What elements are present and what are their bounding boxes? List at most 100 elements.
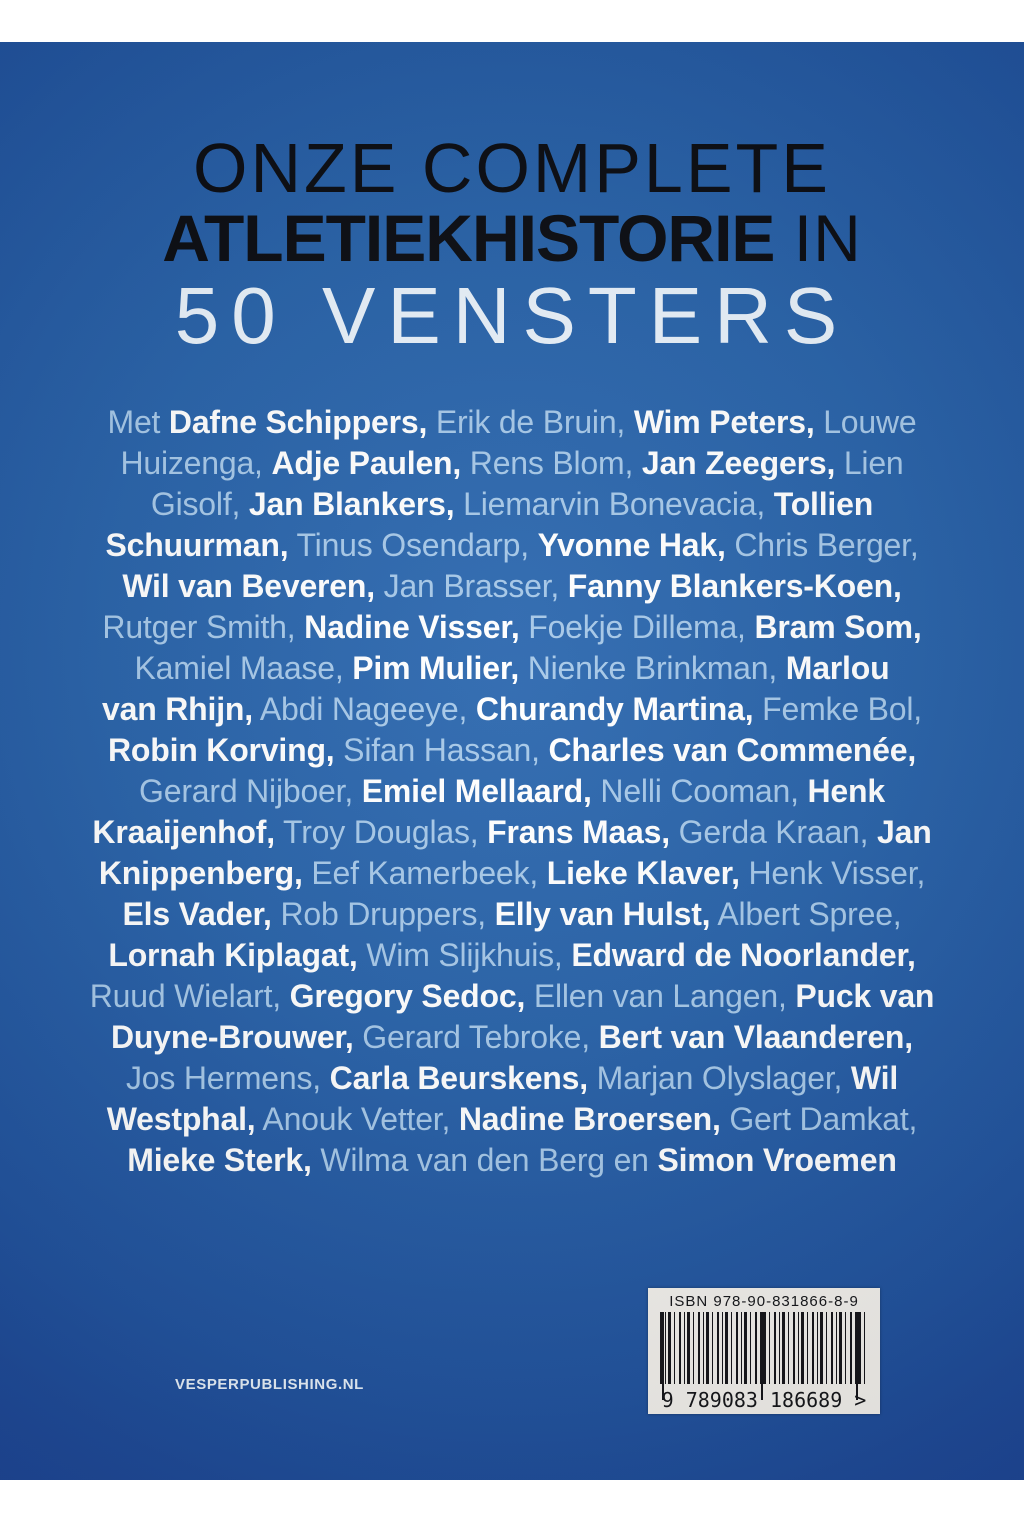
- athlete-name: Wilma van den Berg en: [311, 1142, 658, 1178]
- athlete-name: Rutger Smith,: [102, 609, 305, 645]
- athlete-name: Marjan Olyslager,: [587, 1060, 851, 1096]
- athlete-name-featured: Carla Beurskens,: [329, 1060, 588, 1096]
- athlete-name: Gert Damkat,: [720, 1101, 918, 1137]
- blue-cover-background: ONZE COMPLETE ATLETIEKHISTORIE IN 50 VEN…: [0, 42, 1024, 1480]
- barcode-guard-middle: [761, 1312, 763, 1400]
- athlete-name: Jos Hermens,: [125, 1060, 330, 1096]
- athlete-names-line: Gerard Nijboer, Emiel Mellaard, Nelli Co…: [0, 771, 1024, 812]
- athlete-name-featured: Jan Zeegers,: [641, 445, 836, 481]
- athlete-name-featured: Jan Blankers,: [248, 486, 455, 522]
- athlete-name: Albert Spree,: [710, 896, 902, 932]
- athlete-names-line: Els Vader, Rob Druppers, Elly van Hulst,…: [0, 894, 1024, 935]
- athlete-name: Jan Brasser,: [374, 568, 568, 604]
- athlete-name-featured: Pim Mulier,: [352, 650, 520, 686]
- athlete-names-line: Gisolf, Jan Blankers, Liemarvin Bonevaci…: [0, 484, 1024, 525]
- athlete-name-featured: Yvonne Hak,: [537, 527, 726, 563]
- athlete-name: Troy Douglas,: [274, 814, 488, 850]
- athlete-name: Femke Bol,: [753, 691, 922, 727]
- athlete-names-line: van Rhijn, Abdi Nageeye, Churandy Martin…: [0, 689, 1024, 730]
- isbn-barcode: ISBN 978-90-831866-8-9 9 789083 186689 >: [648, 1288, 880, 1414]
- athlete-name-featured: Schuurman,: [105, 527, 289, 563]
- athlete-name-featured: Wil: [850, 1060, 899, 1096]
- title-line-2: ATLETIEKHISTORIE IN: [0, 200, 1024, 276]
- athlete-names-line: Mieke Sterk, Wilma van den Berg en Simon…: [0, 1140, 1024, 1181]
- athlete-name-featured: Frans Maas,: [487, 814, 670, 850]
- athlete-name-featured: Dafne Schippers,: [168, 404, 428, 440]
- athlete-name-featured: Duyne-Brouwer,: [111, 1019, 354, 1055]
- athlete-names-line: Knippenberg, Eef Kamerbeek, Lieke Klaver…: [0, 853, 1024, 894]
- athlete-name-featured: Robin Korving,: [107, 732, 335, 768]
- athlete-names-line: Jos Hermens, Carla Beurskens, Marjan Oly…: [0, 1058, 1024, 1099]
- athlete-name-featured: Nadine Broersen,: [458, 1101, 721, 1137]
- athlete-names-line: Lornah Kiplagat, Wim Slijkhuis, Edward d…: [0, 935, 1024, 976]
- title-line-2-suffix: IN: [774, 201, 862, 275]
- athlete-name: Henk Visser,: [739, 855, 926, 891]
- athlete-name-featured: Els Vader,: [122, 896, 272, 932]
- athlete-name-featured: Emiel Mellaard,: [361, 773, 592, 809]
- barcode-guard-left: [662, 1312, 664, 1400]
- publisher-url: VESPERPUBLISHING.NL: [175, 1376, 364, 1393]
- athlete-name-featured: Edward de Noorlander,: [571, 937, 916, 973]
- athlete-names-line: Duyne-Brouwer, Gerard Tebroke, Bert van …: [0, 1017, 1024, 1058]
- athlete-name-featured: Bert van Vlaanderen,: [598, 1019, 914, 1055]
- athlete-name: Met: [107, 404, 169, 440]
- athlete-name: Wim Slijkhuis,: [357, 937, 572, 973]
- athlete-name-featured: Mieke Sterk,: [127, 1142, 312, 1178]
- athlete-name: Ruud Wielart,: [89, 978, 290, 1014]
- athlete-name-featured: Jan: [877, 814, 932, 850]
- title-line-2-bold: ATLETIEKHISTORIE: [162, 201, 775, 275]
- athlete-name-featured: Churandy Martina,: [475, 691, 754, 727]
- athlete-name: Rob Druppers,: [271, 896, 495, 932]
- athlete-name: Liemarvin Bonevacia,: [454, 486, 774, 522]
- athlete-name: Anouk Vetter,: [255, 1101, 459, 1137]
- athlete-name-featured: Lieke Klaver,: [546, 855, 740, 891]
- athlete-name-featured: Simon Vroemen: [657, 1142, 897, 1178]
- athlete-name: Kamiel Maase,: [134, 650, 353, 686]
- athlete-name: Eef Kamerbeek,: [302, 855, 547, 891]
- athlete-name-featured: Fanny Blankers-Koen,: [567, 568, 902, 604]
- athlete-names-line: Kamiel Maase, Pim Mulier, Nienke Brinkma…: [0, 648, 1024, 689]
- athlete-names-line: Ruud Wielart, Gregory Sedoc, Ellen van L…: [0, 976, 1024, 1017]
- athlete-name: Gerard Tebroke,: [353, 1019, 599, 1055]
- athlete-name: Ellen van Langen,: [525, 978, 796, 1014]
- athlete-names-line: Rutger Smith, Nadine Visser, Foekje Dill…: [0, 607, 1024, 648]
- athlete-names-line: Schuurman, Tinus Osendarp, Yvonne Hak, C…: [0, 525, 1024, 566]
- athlete-name-featured: Charles van Commenée,: [548, 732, 917, 768]
- barcode-number: 9 789083 186689 >: [661, 1388, 867, 1412]
- athlete-name: Foekje Dillema,: [519, 609, 755, 645]
- athlete-name-featured: Westphal,: [106, 1101, 256, 1137]
- athlete-name-featured: Wim Peters,: [633, 404, 815, 440]
- athlete-name: Nelli Cooman,: [591, 773, 808, 809]
- athlete-name-featured: Tollien: [773, 486, 874, 522]
- athlete-name-featured: Nadine Visser,: [304, 609, 520, 645]
- athlete-name: Gerda Kraan,: [669, 814, 878, 850]
- athlete-names-line: Wil van Beveren, Jan Brasser, Fanny Blan…: [0, 566, 1024, 607]
- athlete-name-featured: Bram Som,: [754, 609, 922, 645]
- athlete-name: Lien: [835, 445, 904, 481]
- athlete-name: Abdi Nageeye,: [252, 691, 476, 727]
- barcode-bars: [660, 1312, 868, 1384]
- athlete-names: Met Dafne Schippers, Erik de Bruin, Wim …: [0, 402, 1024, 1181]
- athlete-name: Tinus Osendarp,: [288, 527, 538, 563]
- athlete-names-line: Met Dafne Schippers, Erik de Bruin, Wim …: [0, 402, 1024, 443]
- athlete-names-line: Huizenga, Adje Paulen, Rens Blom, Jan Ze…: [0, 443, 1024, 484]
- athlete-name: Erik de Bruin,: [427, 404, 634, 440]
- isbn-label: ISBN 978-90-831866-8-9: [669, 1293, 859, 1310]
- athlete-name-featured: Kraaijenhof,: [92, 814, 275, 850]
- athlete-name-featured: van Rhijn,: [102, 691, 253, 727]
- athlete-name-featured: Lornah Kiplagat,: [108, 937, 358, 973]
- athlete-name-featured: Marlou: [785, 650, 890, 686]
- title-line-3: 50 VENSTERS: [174, 271, 850, 360]
- athlete-name-featured: Wil van Beveren,: [122, 568, 375, 604]
- athlete-name: Nienke Brinkman,: [519, 650, 786, 686]
- athlete-name: Gerard Nijboer,: [139, 773, 362, 809]
- athlete-name: Gisolf,: [150, 486, 249, 522]
- athlete-name-featured: Elly van Hulst,: [494, 896, 711, 932]
- title-line-1: ONZE COMPLETE: [193, 129, 831, 207]
- athlete-name-featured: Puck van: [795, 978, 935, 1014]
- athlete-name-featured: Gregory Sedoc,: [289, 978, 526, 1014]
- athlete-names-line: Westphal, Anouk Vetter, Nadine Broersen,…: [0, 1099, 1024, 1140]
- athlete-name-featured: Knippenberg,: [98, 855, 303, 891]
- athlete-name: Sifan Hassan,: [334, 732, 549, 768]
- barcode-guard-right: [856, 1312, 858, 1400]
